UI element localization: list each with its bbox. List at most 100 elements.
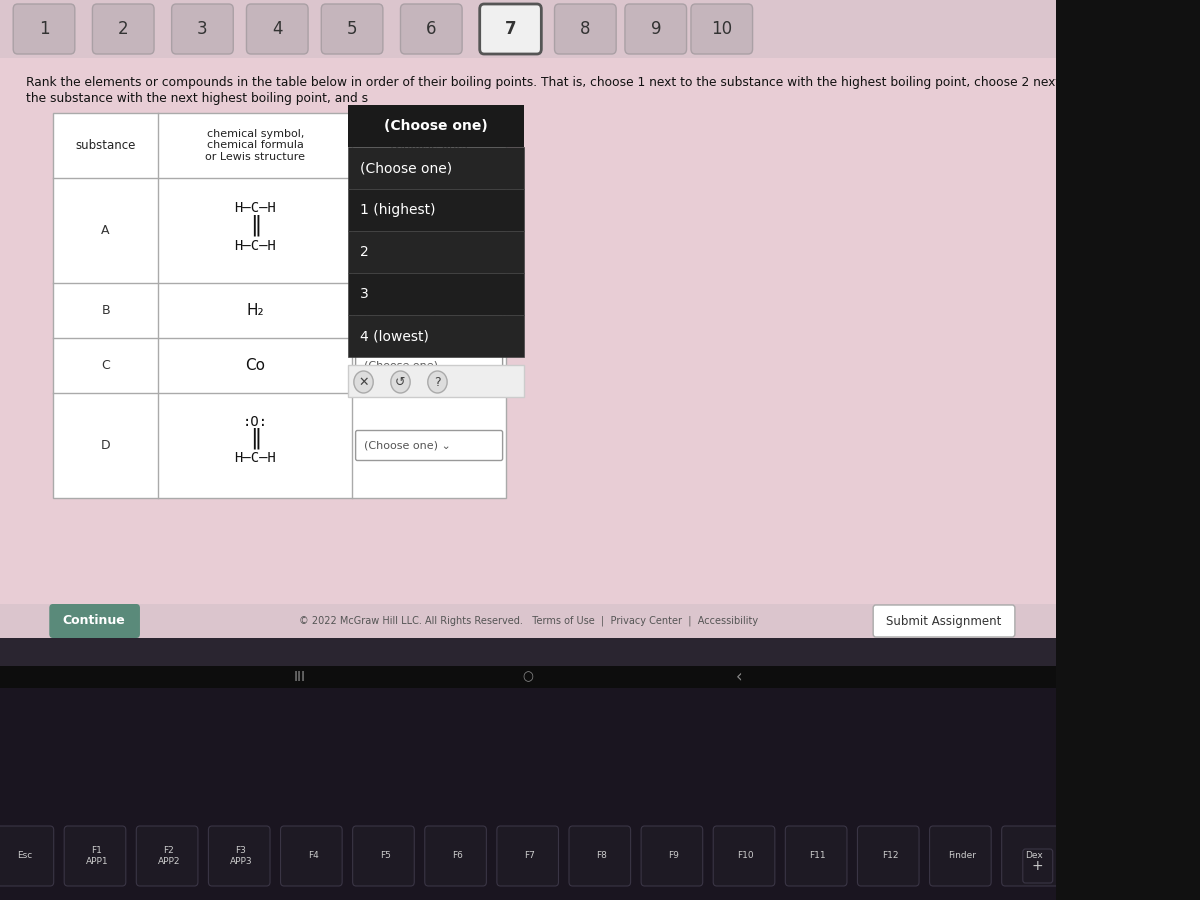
Text: 1: 1 — [38, 20, 49, 38]
Text: B: B — [101, 304, 110, 317]
Text: Co: Co — [245, 358, 265, 373]
Bar — [348, 105, 523, 147]
Bar — [53, 113, 506, 498]
FancyBboxPatch shape — [355, 295, 503, 326]
Text: F6: F6 — [452, 851, 463, 860]
FancyBboxPatch shape — [425, 826, 486, 886]
FancyBboxPatch shape — [0, 826, 54, 886]
Text: ‖: ‖ — [250, 428, 260, 449]
FancyBboxPatch shape — [554, 4, 616, 54]
FancyBboxPatch shape — [641, 826, 703, 886]
FancyBboxPatch shape — [785, 826, 847, 886]
Text: ✕: ✕ — [359, 375, 368, 389]
FancyBboxPatch shape — [401, 4, 462, 54]
FancyBboxPatch shape — [322, 4, 383, 54]
Text: 10: 10 — [712, 20, 732, 38]
Circle shape — [427, 371, 448, 393]
Bar — [348, 365, 523, 397]
Text: H–C–H: H–C–H — [234, 202, 276, 215]
FancyBboxPatch shape — [246, 4, 308, 54]
Text: 7: 7 — [505, 20, 516, 38]
Text: 3: 3 — [197, 20, 208, 38]
Text: F11: F11 — [810, 851, 827, 860]
Text: F4: F4 — [307, 851, 318, 860]
Text: substance: substance — [76, 139, 136, 152]
FancyBboxPatch shape — [1022, 849, 1052, 883]
Circle shape — [391, 371, 410, 393]
Text: ‹: ‹ — [736, 668, 743, 686]
Text: F1
APP1: F1 APP1 — [85, 846, 108, 866]
Text: © 2022 McGraw Hill LLC. All Rights Reserved.   Terms of Use  |  Privacy Center  : © 2022 McGraw Hill LLC. All Rights Reser… — [299, 616, 757, 626]
Text: F7: F7 — [524, 851, 535, 860]
Bar — [0, 604, 1056, 638]
FancyBboxPatch shape — [713, 826, 775, 886]
FancyBboxPatch shape — [92, 4, 154, 54]
Text: F5: F5 — [379, 851, 391, 860]
Text: the substance with the next highest boiling point, and s: the substance with the next highest boil… — [26, 92, 368, 105]
Text: (Choose one) ⌄: (Choose one) ⌄ — [365, 361, 451, 371]
Text: F12: F12 — [882, 851, 899, 860]
Text: 2: 2 — [118, 20, 128, 38]
FancyBboxPatch shape — [1002, 826, 1063, 886]
Text: :O:: :O: — [242, 415, 268, 428]
Text: Dex: Dex — [1025, 851, 1043, 860]
Text: Submit Assignment: Submit Assignment — [886, 615, 1001, 627]
Text: 1 (highest): 1 (highest) — [360, 203, 436, 217]
Bar — [348, 189, 523, 231]
Text: F9: F9 — [668, 851, 679, 860]
FancyBboxPatch shape — [281, 826, 342, 886]
Text: 5: 5 — [347, 20, 358, 38]
Text: Continue: Continue — [62, 615, 126, 627]
Text: F3
APP3: F3 APP3 — [229, 846, 252, 866]
Bar — [0, 0, 1056, 58]
FancyBboxPatch shape — [64, 826, 126, 886]
Text: F8: F8 — [596, 851, 607, 860]
Bar — [348, 315, 523, 357]
Text: 3: 3 — [360, 287, 368, 301]
Bar — [348, 147, 523, 189]
FancyBboxPatch shape — [209, 826, 270, 886]
FancyBboxPatch shape — [355, 430, 503, 461]
Text: 6: 6 — [426, 20, 437, 38]
FancyBboxPatch shape — [137, 826, 198, 886]
FancyBboxPatch shape — [497, 826, 558, 886]
Text: F10: F10 — [738, 851, 754, 860]
Text: chemical symbol,
chemical formula
or Lewis structure: chemical symbol, chemical formula or Lew… — [205, 129, 305, 162]
Text: (Choose one): (Choose one) — [384, 119, 487, 133]
Circle shape — [354, 371, 373, 393]
Text: 4 (lowest): 4 (lowest) — [360, 329, 428, 343]
Text: H₂: H₂ — [246, 303, 264, 318]
Text: ↺: ↺ — [395, 375, 406, 389]
Text: ?: ? — [434, 375, 440, 389]
Text: ○: ○ — [523, 670, 534, 683]
Bar — [0, 638, 1056, 666]
Bar — [0, 0, 1056, 638]
Text: (Choose one) ⌄: (Choose one) ⌄ — [365, 305, 451, 316]
Bar — [0, 666, 1056, 688]
FancyBboxPatch shape — [625, 4, 686, 54]
Text: Rank the elements or compounds in the table below in order of their boiling poin: Rank the elements or compounds in the ta… — [26, 76, 1076, 89]
FancyBboxPatch shape — [569, 826, 631, 886]
Text: Esc: Esc — [17, 851, 32, 860]
FancyBboxPatch shape — [874, 605, 1015, 637]
Text: (Choose one): (Choose one) — [390, 139, 468, 152]
Text: Finder: Finder — [948, 851, 976, 860]
Text: (Choose one): (Choose one) — [360, 161, 452, 175]
Text: 9: 9 — [650, 20, 661, 38]
FancyBboxPatch shape — [858, 826, 919, 886]
Text: H–C–H: H–C–H — [234, 452, 276, 465]
Text: H–C–H: H–C–H — [234, 239, 276, 254]
Text: 2: 2 — [360, 245, 368, 259]
FancyBboxPatch shape — [355, 350, 503, 381]
Bar — [0, 688, 1056, 900]
FancyBboxPatch shape — [691, 4, 752, 54]
FancyBboxPatch shape — [172, 4, 233, 54]
FancyBboxPatch shape — [353, 826, 414, 886]
Text: 4: 4 — [272, 20, 282, 38]
FancyBboxPatch shape — [480, 4, 541, 54]
Text: III: III — [293, 670, 305, 684]
Text: (Choose one) ⌄: (Choose one) ⌄ — [365, 440, 451, 451]
Text: F2
APP2: F2 APP2 — [157, 846, 180, 866]
Text: ‖: ‖ — [250, 215, 260, 236]
FancyBboxPatch shape — [930, 826, 991, 886]
